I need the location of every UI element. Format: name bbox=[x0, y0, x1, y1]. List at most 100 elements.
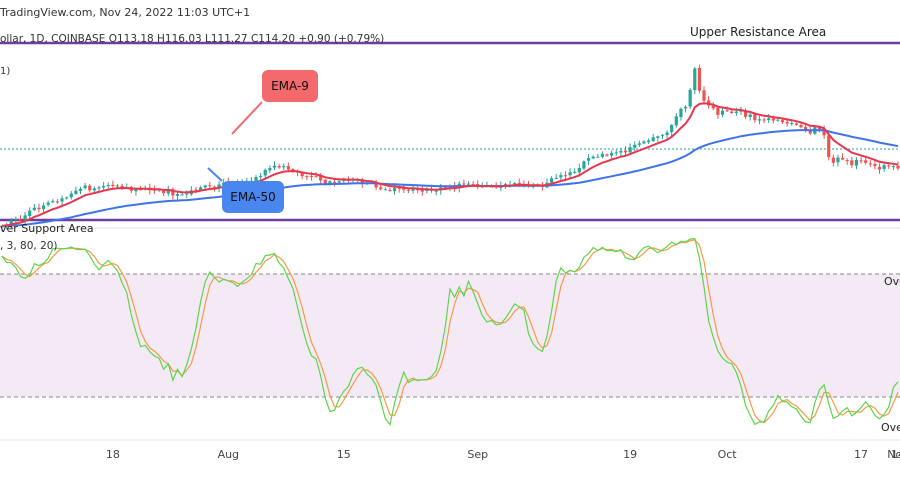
candle-body bbox=[282, 166, 286, 168]
candle-body bbox=[97, 187, 101, 189]
candle-body bbox=[185, 193, 189, 195]
candle bbox=[642, 140, 646, 145]
candle bbox=[600, 151, 605, 159]
candle-body bbox=[314, 176, 318, 178]
candle bbox=[14, 216, 18, 224]
candle bbox=[882, 161, 886, 172]
time-axis-tick: 14 bbox=[891, 448, 900, 461]
candle bbox=[702, 86, 706, 105]
candle bbox=[730, 110, 734, 114]
candle bbox=[272, 161, 277, 171]
candle-body bbox=[896, 165, 900, 169]
candle-body bbox=[392, 187, 397, 192]
candle-body bbox=[194, 189, 198, 191]
ema-50-callout[interactable] bbox=[222, 181, 284, 213]
candle-body bbox=[882, 165, 886, 169]
candle bbox=[628, 143, 632, 154]
candle-body bbox=[51, 201, 55, 203]
candle-body bbox=[670, 124, 674, 133]
candle-body bbox=[573, 171, 577, 173]
candle-body bbox=[697, 68, 702, 91]
candle-body bbox=[891, 166, 895, 168]
candle bbox=[836, 154, 840, 167]
candle-body bbox=[739, 110, 743, 112]
candle-body bbox=[18, 218, 23, 221]
candle-body bbox=[850, 160, 854, 166]
candle-body bbox=[554, 177, 558, 179]
candle bbox=[762, 117, 766, 124]
candle bbox=[171, 187, 175, 200]
stochastic-k-line bbox=[1, 237, 899, 426]
candle bbox=[623, 146, 628, 156]
candle-body bbox=[785, 121, 789, 124]
candle-body bbox=[32, 207, 36, 211]
candle bbox=[683, 105, 688, 113]
candle-body bbox=[212, 186, 217, 188]
candle-body bbox=[286, 166, 290, 170]
candle-body bbox=[166, 189, 170, 194]
candle bbox=[28, 207, 32, 219]
candle-body bbox=[586, 158, 591, 161]
candle bbox=[873, 160, 877, 170]
candle-body bbox=[46, 202, 50, 205]
lower-support-label: ver Support Area bbox=[0, 222, 94, 235]
candle-body bbox=[688, 89, 692, 107]
candle-body bbox=[106, 185, 110, 187]
time-axis-tick: Sep bbox=[467, 448, 488, 461]
candle-body bbox=[291, 169, 295, 171]
candle bbox=[605, 153, 609, 157]
candle-body bbox=[120, 185, 124, 188]
candle bbox=[46, 200, 50, 207]
stochastic-band bbox=[0, 274, 900, 397]
candle bbox=[554, 174, 558, 180]
ema-9-callout[interactable] bbox=[262, 70, 318, 102]
candle-body bbox=[679, 108, 683, 118]
candle bbox=[217, 181, 221, 193]
candle bbox=[619, 147, 623, 157]
stochastic-d-line bbox=[1, 239, 899, 424]
candle-body bbox=[877, 166, 882, 170]
candle bbox=[610, 150, 614, 160]
candle-body bbox=[822, 129, 826, 136]
candle-body bbox=[305, 176, 309, 178]
candle-body bbox=[591, 156, 595, 159]
time-axis-tick: 19 bbox=[623, 448, 637, 461]
stochastic-params-label: , 3, 80, 20) bbox=[0, 240, 58, 252]
candle bbox=[674, 113, 678, 128]
candle-body bbox=[771, 118, 775, 121]
candle bbox=[748, 111, 752, 121]
candle-body bbox=[138, 189, 143, 191]
candle bbox=[83, 182, 87, 190]
candle bbox=[65, 196, 69, 200]
candle-body bbox=[332, 181, 337, 183]
ema-9-line bbox=[1, 102, 899, 227]
candle-body bbox=[513, 183, 517, 185]
candle-body bbox=[462, 183, 466, 185]
candle bbox=[18, 215, 23, 222]
candle-body bbox=[134, 188, 138, 192]
oversold-label: Ove bbox=[881, 421, 900, 434]
candle-body bbox=[397, 187, 401, 189]
candle-body bbox=[102, 186, 106, 188]
candle-body bbox=[328, 181, 332, 185]
candle-body bbox=[619, 150, 623, 153]
candle bbox=[720, 106, 725, 118]
candle-body bbox=[425, 189, 429, 191]
candle bbox=[896, 161, 900, 171]
candle bbox=[74, 186, 78, 195]
candle-body bbox=[642, 141, 646, 144]
candle bbox=[646, 138, 651, 145]
candle bbox=[277, 163, 281, 169]
candle-body bbox=[379, 187, 383, 190]
candle-body bbox=[656, 136, 660, 138]
ema-50-pointer bbox=[207, 167, 223, 182]
candle bbox=[596, 153, 600, 158]
candle-body bbox=[674, 116, 678, 126]
candle-body bbox=[78, 188, 83, 191]
candle-body bbox=[272, 165, 277, 168]
candle-body bbox=[14, 219, 18, 221]
ema-50-callout-label: EMA-50 bbox=[230, 190, 275, 204]
candle-body bbox=[277, 166, 281, 168]
candle-body bbox=[180, 194, 184, 196]
